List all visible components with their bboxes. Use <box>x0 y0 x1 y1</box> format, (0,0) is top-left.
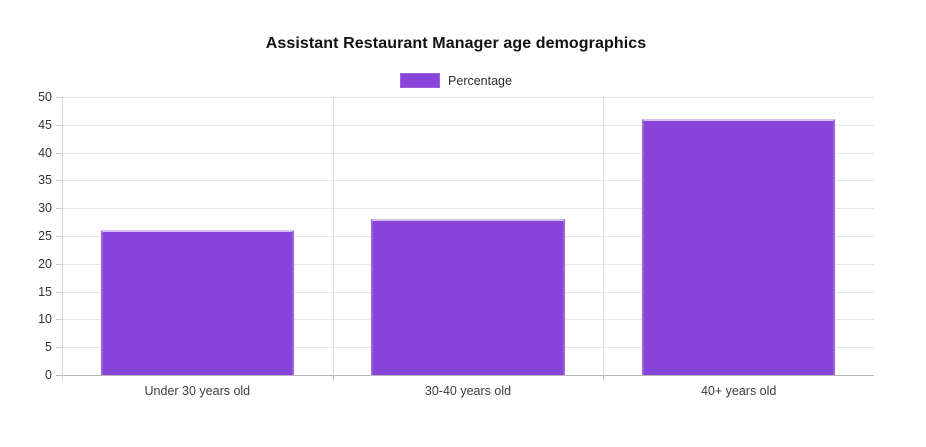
legend: Percentage <box>0 73 912 88</box>
legend-item-percentage[interactable]: Percentage <box>400 73 512 88</box>
x-tick-mark <box>332 375 334 381</box>
y-axis-label: 35 <box>38 173 52 188</box>
y-gridline <box>62 97 874 98</box>
x-axis-label: 40+ years old <box>700 384 777 398</box>
bar-40-years-old[interactable] <box>641 119 836 375</box>
y-tick-mark <box>56 263 62 265</box>
y-axis-label: 50 <box>38 90 52 104</box>
y-axis-label: 0 <box>45 368 52 382</box>
y-gridline <box>62 152 874 154</box>
y-gridline <box>62 124 874 126</box>
x-gridline <box>603 97 605 375</box>
y-gridline <box>62 180 874 182</box>
y-axis-label: 15 <box>38 284 52 299</box>
y-gridline <box>62 375 874 376</box>
y-axis-line <box>62 97 63 381</box>
x-axis-label: 30-40 years old <box>424 384 512 398</box>
y-gridline <box>62 208 874 210</box>
y-tick-mark <box>56 152 62 154</box>
plot-area: 0 5 10 15 20 25 30 35 40 45 50 Under 30 years old 30… <box>38 90 874 398</box>
y-tick-mark <box>56 236 62 237</box>
x-tick-mark <box>603 375 605 381</box>
y-tick-mark <box>56 347 62 349</box>
y-axis-label: 20 <box>38 256 52 271</box>
y-tick-mark <box>56 180 62 182</box>
y-axis-label: 45 <box>38 117 52 132</box>
y-axis-label: 30 <box>38 201 52 216</box>
y-axis-label: 5 <box>45 340 52 355</box>
y-axis-label: 10 <box>38 312 52 327</box>
y-axis-label: 25 <box>38 229 52 243</box>
legend-swatch <box>400 73 441 88</box>
y-tick-mark <box>56 208 62 210</box>
y-axis-label: 40 <box>38 145 52 160</box>
y-tick-mark <box>56 375 62 376</box>
y-tick-mark <box>56 97 62 98</box>
x-axis-label: Under 30 years old <box>144 384 251 398</box>
y-tick-mark <box>56 124 62 126</box>
chart-title: Assistant Restaurant Manager age demogra… <box>265 35 647 52</box>
bar-30-40-years-old[interactable] <box>371 219 565 375</box>
bar-under-30-years-old[interactable] <box>100 230 295 375</box>
y-tick-mark <box>56 319 62 321</box>
legend-label: Percentage <box>448 73 512 88</box>
y-tick-mark <box>56 291 62 293</box>
x-gridline <box>332 97 334 375</box>
